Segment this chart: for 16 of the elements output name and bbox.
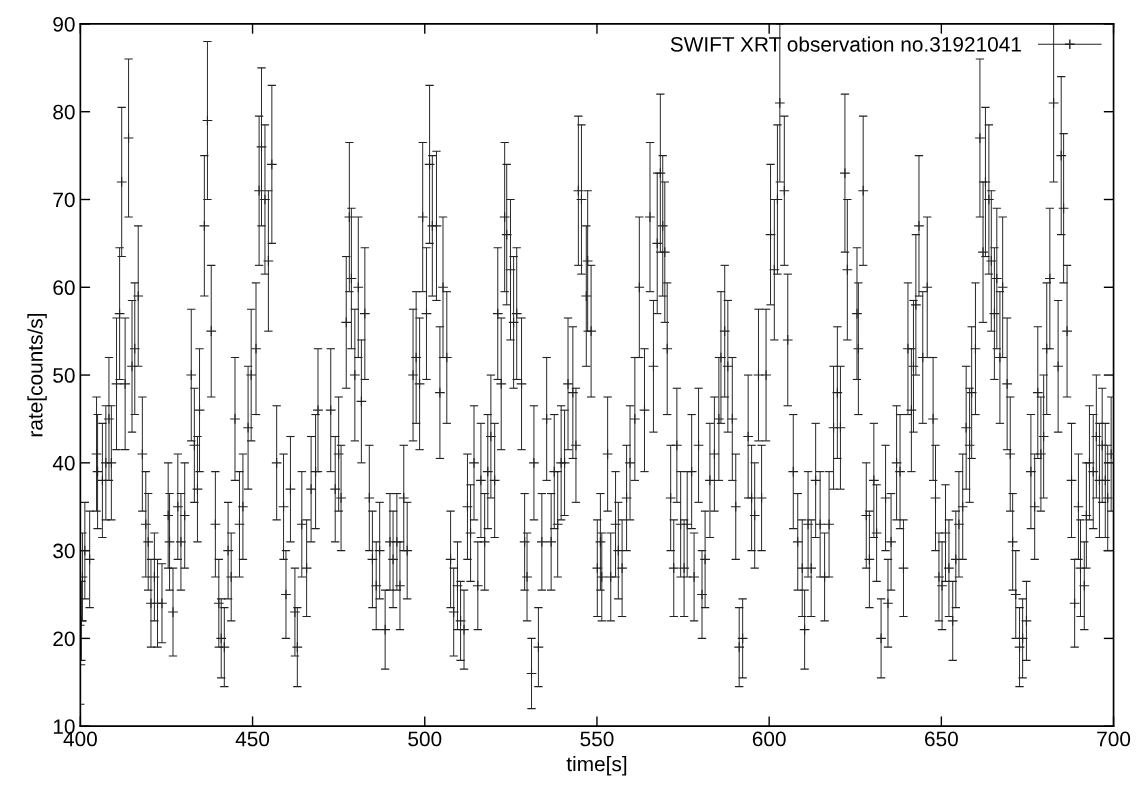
x-tick-label: 550	[580, 731, 614, 747]
x-tick-label: 650	[925, 731, 958, 747]
y-tick-label: 70	[53, 192, 75, 208]
y-tick-label: 60	[53, 280, 75, 296]
y-tick-label: 80	[53, 104, 75, 120]
y-tick-label: 50	[53, 368, 75, 383]
x-tick-label: 700	[1097, 731, 1131, 747]
x-axis-title: time[s]	[566, 756, 627, 776]
y-tick-label: 30	[53, 543, 75, 559]
x-tick-label: 450	[235, 731, 270, 747]
x-tick-label: 500	[408, 731, 442, 747]
y-tick-label: 20	[53, 631, 75, 647]
y-tick-label: 40	[52, 455, 75, 471]
x-tick-label: 600	[752, 731, 786, 747]
y-tick-label: 90	[53, 16, 75, 32]
y-axis-title: rate[counts/s]	[27, 314, 47, 437]
